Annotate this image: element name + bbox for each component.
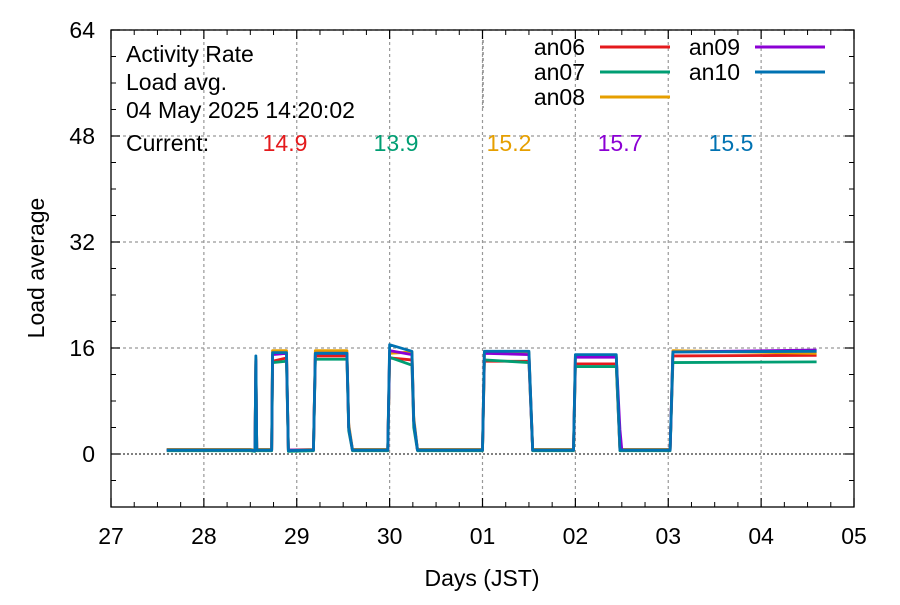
x-tick-label: 27 [98, 523, 124, 549]
x-tick-label: 28 [191, 523, 217, 549]
x-axis-label: Days (JST) [425, 565, 540, 591]
tick-labels: 27 28 29 30 01 02 03 04 05 0 16 32 48 64 [69, 17, 866, 549]
x-tick-label: 05 [841, 523, 867, 549]
y-axis-label: Load average [23, 198, 49, 339]
legend-label-an07: an07 [534, 59, 585, 85]
series-line-an07 [166, 355, 817, 453]
x-tick-label: 01 [470, 523, 496, 549]
y-tick-label: 48 [69, 123, 95, 149]
current-values: 14.9 13.9 15.2 15.7 15.5 [263, 130, 754, 156]
series-line-an10 [166, 343, 817, 453]
info-line-timestamp: 04 May 2025 14:20:02 [126, 97, 355, 123]
current-value-an07: 13.9 [374, 130, 419, 156]
x-tick-label: 29 [284, 523, 310, 549]
series-line-an09 [166, 348, 817, 453]
axis-ticks [110, 29, 855, 508]
current-value-an10: 15.5 [709, 130, 754, 156]
series-line-an06 [166, 353, 817, 453]
current-value-an09: 15.7 [598, 130, 643, 156]
info-line-load-avg: Load avg. [126, 69, 227, 95]
current-value-an08: 15.2 [487, 130, 532, 156]
legend-label-an09: an09 [689, 34, 740, 60]
current-value-an06: 14.9 [263, 130, 308, 156]
x-tick-label: 02 [563, 523, 589, 549]
y-tick-label: 64 [69, 17, 95, 43]
legend-label-an08: an08 [534, 84, 585, 110]
x-tick-label: 30 [377, 523, 403, 549]
x-tick-label: 04 [748, 523, 774, 549]
current-label: Current: [126, 130, 209, 156]
legend-label-an10: an10 [689, 59, 740, 85]
info-line-activity-rate: Activity Rate [126, 41, 254, 67]
x-tick-label: 03 [655, 523, 681, 549]
legend-label-an06: an06 [534, 34, 585, 60]
y-tick-label: 16 [69, 335, 95, 361]
series-lines [166, 343, 817, 453]
y-tick-label: 32 [69, 229, 95, 255]
y-tick-label: 0 [82, 441, 95, 467]
series-line-an08 [166, 349, 817, 452]
